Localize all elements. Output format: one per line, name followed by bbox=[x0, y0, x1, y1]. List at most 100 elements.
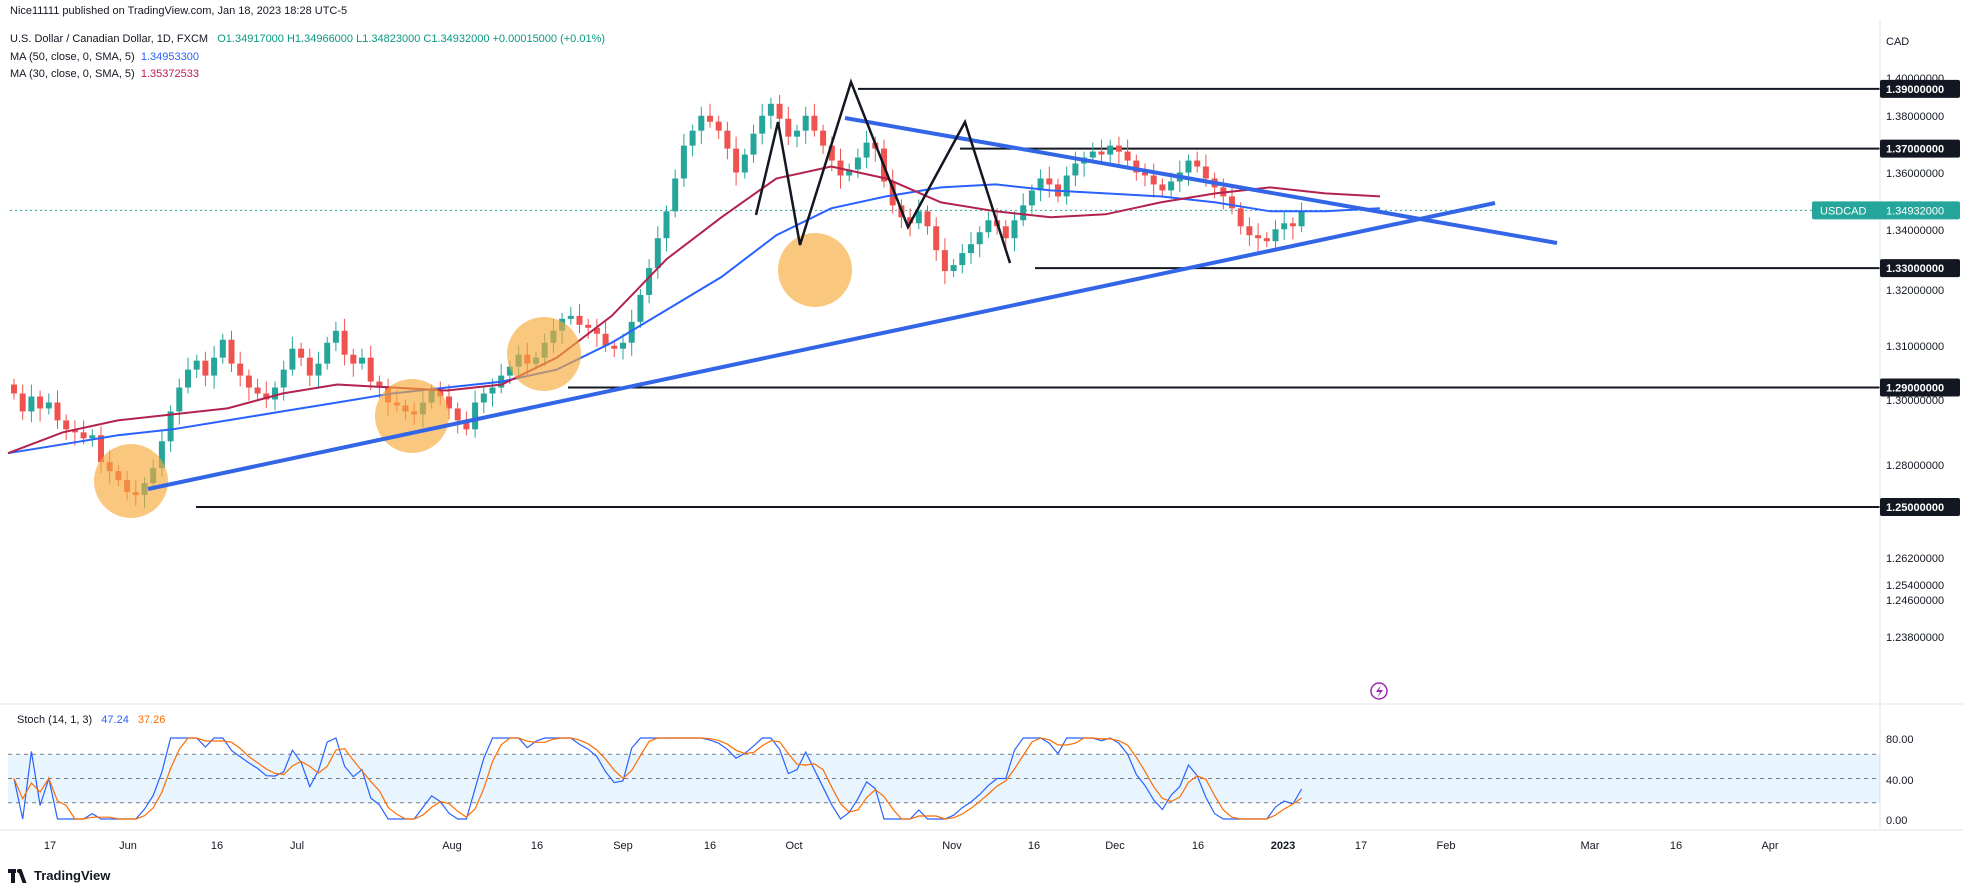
candle-body bbox=[11, 384, 17, 394]
candle-body bbox=[854, 157, 861, 170]
candle-body bbox=[506, 366, 513, 376]
candle-body bbox=[941, 250, 948, 272]
candle-body bbox=[1089, 151, 1096, 158]
candle-body bbox=[1107, 145, 1114, 155]
ma30-line[interactable]: MA (30, close, 0, SMA, 5) 1.35372533 bbox=[10, 68, 199, 80]
candle-body bbox=[228, 339, 235, 364]
tradingview-logo-icon bbox=[8, 868, 28, 883]
candle-body bbox=[733, 148, 740, 173]
candle-body bbox=[985, 220, 992, 233]
ma50-line[interactable]: MA (50, close, 0, SMA, 5) 1.34953300 bbox=[10, 51, 199, 63]
candle-body bbox=[1020, 205, 1027, 221]
candle-body bbox=[889, 181, 896, 206]
candle-body bbox=[1072, 163, 1079, 176]
candle-body bbox=[332, 330, 339, 343]
candle-body bbox=[1263, 238, 1270, 242]
time-tick-label: 16 bbox=[211, 840, 223, 852]
brand-footer[interactable]: TradingView bbox=[8, 868, 110, 883]
candle-body bbox=[628, 321, 635, 343]
candle-body bbox=[863, 142, 870, 158]
candle-body bbox=[341, 330, 348, 355]
candle-body bbox=[167, 411, 174, 442]
candle-body bbox=[1237, 208, 1244, 227]
stoch-label: Stoch (14, 1, 3) bbox=[17, 714, 93, 726]
stoch-k-value: 47.24 bbox=[101, 714, 129, 726]
time-tick-label: Jun bbox=[119, 840, 137, 852]
stoch-band bbox=[8, 753, 1880, 804]
candle-body bbox=[1133, 160, 1140, 173]
candle-body bbox=[298, 348, 305, 358]
candle-body bbox=[1159, 184, 1166, 191]
level-tag-label: 1.29000000 bbox=[1886, 383, 1944, 395]
stoch-legend[interactable]: Stoch (14, 1, 3) 47.24 37.26 bbox=[17, 714, 165, 726]
candle-body bbox=[1289, 223, 1296, 227]
level-tag bbox=[1880, 79, 1960, 98]
candle-body bbox=[254, 387, 261, 394]
candle-body bbox=[1246, 226, 1253, 236]
time-tick-label: 16 bbox=[1028, 840, 1040, 852]
candle-body bbox=[359, 357, 365, 364]
stoch-tick-label: 0.00 bbox=[1886, 815, 1907, 827]
candle-body bbox=[315, 363, 322, 376]
candle-body bbox=[767, 103, 774, 116]
time-tick-label: 16 bbox=[1192, 840, 1204, 852]
level-tag-label: 1.39000000 bbox=[1886, 84, 1944, 96]
price-tick-label: 1.28000000 bbox=[1886, 460, 1944, 472]
candle-body bbox=[19, 393, 26, 412]
candle-body bbox=[1028, 190, 1035, 206]
time-tick-label: Mar bbox=[1581, 840, 1600, 852]
candle-body bbox=[950, 265, 957, 272]
candle-body bbox=[646, 268, 653, 295]
currency-label: CAD bbox=[1886, 36, 1909, 48]
candle-body bbox=[1142, 172, 1148, 176]
falling-trendline bbox=[844, 116, 1558, 245]
candle-body bbox=[1229, 196, 1235, 209]
candle-body bbox=[1046, 178, 1053, 185]
price-tick-label: 1.23800000 bbox=[1886, 632, 1944, 644]
candle-body bbox=[37, 396, 44, 409]
candle-body bbox=[811, 115, 818, 131]
candle-body bbox=[698, 115, 705, 131]
candle-body bbox=[846, 169, 853, 176]
lightning-icon bbox=[1370, 682, 1388, 700]
candle-body bbox=[376, 381, 383, 388]
time-tick-label: 17 bbox=[1355, 840, 1367, 852]
candle-body bbox=[915, 211, 922, 224]
candle-body bbox=[211, 357, 218, 376]
time-tick-label: 17 bbox=[44, 840, 56, 852]
level-tag bbox=[1880, 498, 1960, 516]
ma30-value: 1.35372533 bbox=[140, 68, 199, 80]
candle-body bbox=[689, 130, 696, 146]
candle-body bbox=[976, 232, 983, 245]
price-tick-label: 1.38000000 bbox=[1886, 111, 1944, 123]
time-tick-label: Oct bbox=[785, 840, 802, 852]
candle-body bbox=[759, 115, 766, 134]
published-note: Nice11111 published on TradingView.com, … bbox=[10, 5, 348, 17]
price-tick-label: 1.25400000 bbox=[1886, 580, 1944, 592]
candle-body bbox=[463, 420, 470, 430]
symbol-line: U.S. Dollar / Canadian Dollar, 1D, FXCM … bbox=[10, 33, 605, 45]
last-price-label: 1.34932000 bbox=[1886, 205, 1944, 217]
candle-body bbox=[637, 294, 644, 322]
highlight-circle bbox=[778, 233, 852, 307]
candle-body bbox=[576, 315, 583, 325]
time-tick-label: Dec bbox=[1105, 840, 1125, 852]
candle-body bbox=[89, 435, 96, 439]
drawings bbox=[94, 78, 1558, 700]
time-tick-label: 16 bbox=[531, 840, 543, 852]
time-tick-label: 16 bbox=[704, 840, 716, 852]
candle-body bbox=[611, 345, 618, 349]
candle-body bbox=[237, 363, 244, 376]
candle-body bbox=[158, 441, 165, 469]
price-tick-label: 1.26200000 bbox=[1886, 553, 1944, 565]
level-tag bbox=[1880, 259, 1960, 278]
candle-body bbox=[794, 130, 800, 137]
candle-body bbox=[324, 342, 331, 364]
candle-body bbox=[1098, 151, 1105, 155]
candle-body bbox=[306, 357, 313, 376]
level-tag-label: 1.33000000 bbox=[1886, 263, 1944, 275]
candle-body bbox=[828, 145, 835, 161]
candle-body bbox=[1202, 166, 1209, 179]
level-tag bbox=[1880, 139, 1960, 158]
